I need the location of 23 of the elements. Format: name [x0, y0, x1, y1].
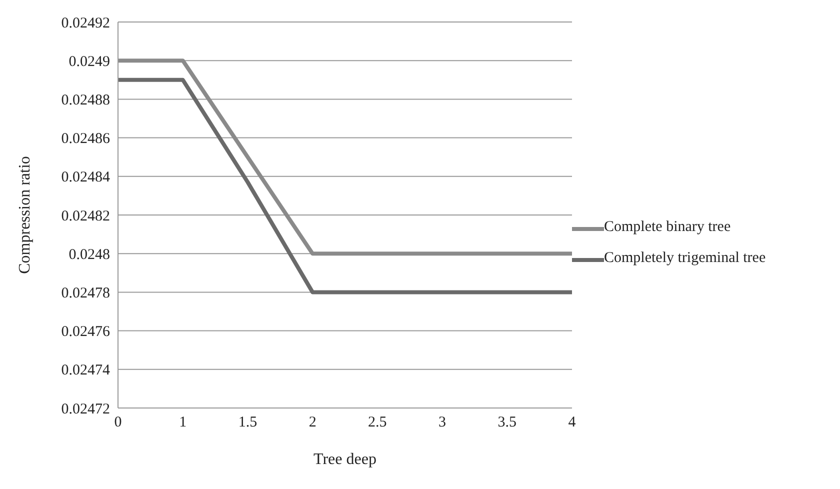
y-tick-label: 0.02482	[61, 208, 110, 224]
y-tick-label: 0.0248	[68, 246, 110, 263]
y-tick-label: 0.02478	[61, 286, 110, 302]
y-tick-label: 0.0249	[68, 54, 110, 70]
y-tick-label: 0.02492	[61, 15, 110, 32]
x-tick-label: 2.5	[368, 414, 387, 431]
x-tick-label: 3	[438, 414, 446, 431]
y-tick-label: 0.02488	[61, 92, 110, 109]
x-tick-label: 1.5	[238, 414, 258, 431]
x-tick-label: 3.5	[498, 414, 517, 431]
x-tick-label: 1	[179, 414, 187, 431]
x-axis-title: Tree deep	[314, 451, 376, 468]
x-tick-label: 2	[308, 414, 316, 431]
y-axis-title: Compression ratio	[16, 156, 34, 274]
legend-label: Completely trigeminal tree	[604, 250, 767, 267]
x-tick-label: 0	[114, 414, 122, 431]
y-tick-label: 0.02486	[61, 131, 110, 148]
legend-label: Complete binary tree	[604, 219, 732, 236]
y-tick-label: 0.02472	[61, 401, 110, 418]
y-tick-label: 0.02476	[61, 324, 110, 340]
x-tick-label: 4	[568, 414, 576, 431]
y-tick-label: 0.02474	[61, 362, 110, 379]
y-tick-label: 0.02484	[61, 170, 110, 186]
